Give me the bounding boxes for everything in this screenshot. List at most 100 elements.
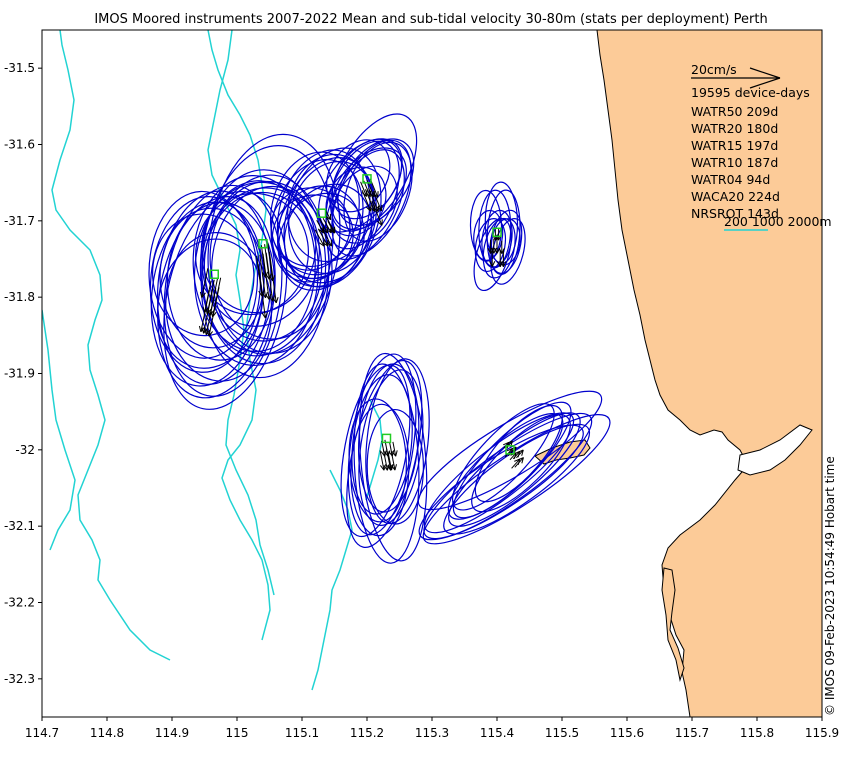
velocity-arrow [259,254,267,298]
velocity-arrow [321,227,333,247]
velocity-arrows [198,178,524,471]
station-marker [258,238,268,249]
legend-station: WATR15 197d [691,138,778,153]
velocity-arrow-head [261,272,267,278]
variance-ellipse [157,238,263,369]
y-tick-label: -31.8 [4,290,35,304]
velocity-arrow [265,252,274,302]
variance-ellipses [148,113,611,564]
velocity-arrow [257,264,266,319]
y-tick-label: -31.7 [4,214,35,228]
variance-ellipse [269,151,360,271]
velocity-arrow-head [506,440,513,444]
velocity-arrow-head [496,247,501,254]
station-markers [209,174,515,455]
velocity-arrow [379,450,385,471]
velocity-arrow [317,228,329,247]
velocity-arrow-head [269,275,274,282]
velocity-arrow-head [275,297,279,304]
variance-ellipse [192,175,316,352]
velocity-arrow [386,448,392,471]
isobath-2000m [51,30,171,661]
station-marker [492,227,502,238]
x-tick-label: 115 [226,726,249,740]
velocity-arrow-head [383,465,388,471]
variance-ellipse [163,190,288,410]
x-tick-label: 114.9 [155,726,189,740]
velocity-arrow-head [272,297,277,304]
variance-ellipse [207,133,341,355]
velocity-arrow-head [502,261,507,267]
velocity-arrow [516,449,524,459]
variance-ellipse [331,139,412,257]
variance-ellipse [473,218,512,292]
velocity-arrow-head [206,330,210,337]
velocity-arrow-head [386,465,392,471]
velocity-arrow-head [326,242,332,247]
velocity-arrow-head [202,306,206,313]
isobath-200m [207,30,271,641]
variance-ellipse [490,218,526,285]
station-marker [505,445,515,455]
variance-ellipse [287,153,374,263]
velocity-arrow-head [493,247,498,254]
variance-ellipse [318,138,403,233]
velocity-arrow [512,451,521,460]
velocity-arrow-head [493,247,497,254]
credit-text: © IMOS 09-Feb-2023 10:54:49 Hobart time [823,456,837,716]
velocity-arrow [372,191,382,212]
velocity-arrow [390,451,396,471]
variance-ellipse [417,390,603,511]
velocity-arrow-head [201,292,206,298]
y-axis: -31.5 -31.6 -31.7 -31.8 -31.9 -32 -32.1 -32.2 -3… [4,61,42,686]
velocity-arrow-head [497,261,501,268]
legend: 20cm/s 19595 device-days WATR50 209d WAT… [691,62,832,231]
velocity-arrow-head [379,465,385,471]
velocity-arrow-head [261,312,266,319]
velocity-arrow [371,200,383,226]
x-tick-label: 115.1 [285,726,319,740]
variance-ellipse [423,412,575,534]
velocity-arrow-head [268,295,274,302]
variance-ellipse [288,160,377,275]
velocity-arrow-head [391,451,397,457]
station-marker [209,269,219,280]
isobath-inner-b [365,399,383,501]
velocity-arrow [316,219,325,234]
legend-station: WATR20 180d [691,121,778,136]
velocity-arrow-head [322,242,329,247]
variance-ellipse [163,184,283,397]
velocity-arrow [200,290,210,332]
velocity-arrow [208,287,220,337]
velocity-arrow-head [491,261,496,267]
y-tick-label: -31.6 [4,138,35,152]
variance-ellipse [325,166,387,237]
variance-ellipse [201,187,320,327]
y-tick-label: -32 [15,443,35,457]
velocity-arrow-head [489,261,493,267]
variance-ellipse [489,209,523,274]
variance-ellipse [195,192,309,316]
velocity-arrow-head [204,328,207,335]
velocity-arrow [325,216,336,234]
velocity-arrow-head [329,229,335,234]
velocity-arrow [387,452,393,471]
x-tick-label: 115.4 [480,726,514,740]
legend-station: WATR50 209d [691,104,778,119]
velocity-arrow-head [514,446,517,453]
variance-ellipse [331,165,398,244]
estuary [737,424,813,476]
y-tick-label: -31.9 [4,367,35,381]
x-tick-label: 115.7 [675,726,709,740]
variance-ellipse [200,181,317,314]
velocity-arrow-head [521,449,524,456]
velocity-arrow-head [487,247,492,254]
velocity-arrow [514,457,524,468]
velocity-arrow [382,449,388,471]
velocity-arrow [205,288,217,335]
velocity-arrow-head [265,273,270,280]
velocity-arrow [361,190,372,212]
velocity-arrow [314,229,325,247]
variance-ellipse [365,358,430,525]
